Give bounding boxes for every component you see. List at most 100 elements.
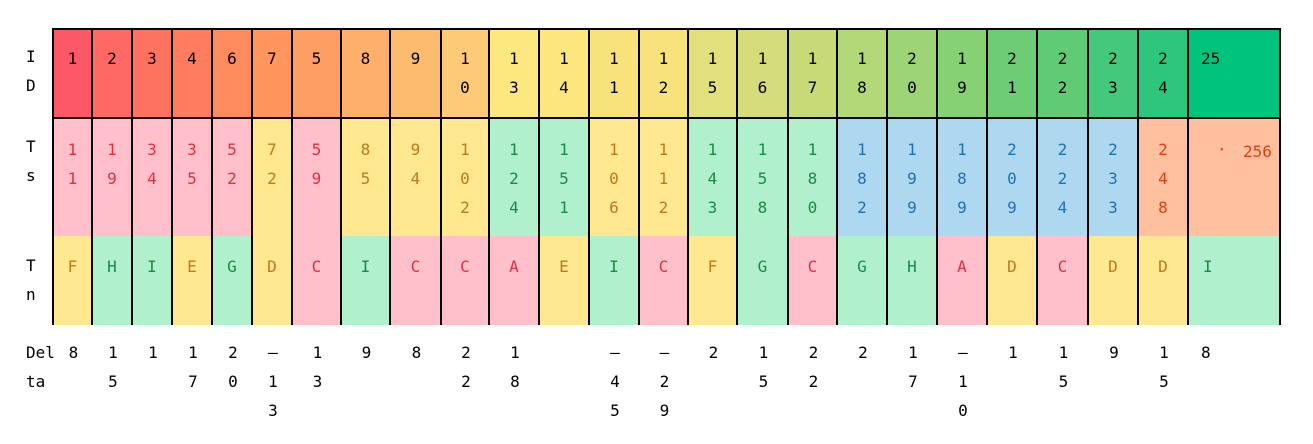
ts-value: 2	[1158, 140, 1168, 159]
id-value: 1	[658, 49, 669, 68]
ts-value: 5	[187, 169, 197, 188]
delta-char: 2	[808, 343, 819, 362]
ts-value: 8	[1158, 198, 1168, 217]
delta-char: 2	[461, 372, 471, 391]
tn-cell: G	[838, 236, 888, 325]
tn-value: D	[1007, 257, 1017, 276]
delta-char: 9	[1109, 343, 1119, 362]
ts-value: 8	[857, 169, 867, 188]
ts-value: 3	[1108, 169, 1118, 188]
ts-value: 9	[907, 169, 917, 188]
ts-value: 6	[609, 198, 619, 217]
tn-cell: D	[253, 236, 293, 325]
delta-char: 1	[758, 343, 769, 362]
id-value: 1	[509, 49, 519, 68]
ts-cell: 1 1 2	[640, 119, 689, 236]
ts-cell: 2 3 3	[1089, 119, 1139, 236]
tn-cell: I	[1189, 236, 1279, 325]
tn-cell: C	[789, 236, 838, 325]
ts-value: 5	[311, 140, 322, 159]
ts-value: 4	[1057, 198, 1068, 217]
ts-value: 5	[227, 140, 237, 159]
ts-cell: 1 8 0	[789, 119, 838, 236]
ts-value: 2	[509, 169, 519, 188]
ts-value: 5	[757, 169, 768, 188]
tn-value: E	[187, 257, 197, 276]
ts-value: 2	[1057, 169, 1068, 188]
ts-value: 4	[509, 198, 519, 217]
ts-value: 1	[658, 169, 669, 188]
tn-cell: E	[173, 236, 213, 325]
ts-value: 4	[410, 169, 421, 188]
ts-value: 9	[311, 169, 322, 188]
tn-cell: F	[689, 236, 738, 325]
tn-cell: I	[342, 236, 391, 325]
tn-value: H	[107, 257, 117, 276]
tn-cell: H	[93, 236, 133, 325]
ts-cell: 1 5 8	[738, 119, 789, 236]
tn-value: H	[907, 257, 917, 276]
id-value: 1	[957, 49, 967, 68]
ts-value: 2	[658, 198, 669, 217]
delta-char: –	[958, 343, 968, 362]
delta-char: 5	[1159, 372, 1169, 391]
ts-value: 2	[460, 198, 470, 217]
id-value: 3	[509, 78, 519, 97]
ts-value: 2	[1007, 140, 1017, 159]
id-cell: 3	[133, 30, 173, 119]
id-value: 6	[757, 78, 768, 97]
delta-char: 3	[268, 401, 278, 420]
delta-char: 7	[908, 372, 918, 391]
id-value: 2	[907, 49, 917, 68]
id-value: 1	[757, 49, 768, 68]
tn-cell: I	[133, 236, 173, 325]
ts-value: 0	[609, 169, 619, 188]
tn-cell: I	[590, 236, 640, 325]
tn-cell: D	[988, 236, 1038, 325]
ts-value: 1	[807, 140, 818, 159]
delta-value: 8	[1201, 343, 1211, 362]
tn-value: D	[1158, 257, 1168, 276]
ts-value: 5	[360, 169, 371, 188]
id-value: 1	[857, 49, 867, 68]
id-cell: 4	[173, 30, 213, 119]
delta-char: 1	[312, 343, 323, 362]
ts-value: 1	[67, 169, 78, 188]
delta-char: 5	[1058, 372, 1069, 391]
ts-value: 4	[1158, 169, 1168, 188]
delta-char: 5	[758, 372, 769, 391]
ts-value: 2	[1108, 140, 1118, 159]
delta-char: 8	[411, 343, 422, 362]
id-cell: 2	[93, 30, 133, 119]
delta-value: 8	[54, 338, 93, 367]
delta-value: 1	[133, 338, 173, 367]
ts-cell: 2 0 9	[988, 119, 1038, 236]
ts-value: 1	[907, 140, 917, 159]
ts-cell: 1 0 2	[442, 119, 490, 236]
delta-char: 9	[659, 401, 670, 420]
ts-cell: 1 8 2	[838, 119, 888, 236]
ts-value: 3	[187, 140, 197, 159]
id-value: 1	[807, 49, 818, 68]
delta-char: 5	[108, 372, 118, 391]
tn-cell: C	[640, 236, 689, 325]
delta-char: 7	[188, 372, 198, 391]
ts-value: 1	[107, 140, 117, 159]
tn-value: C	[1057, 257, 1068, 276]
